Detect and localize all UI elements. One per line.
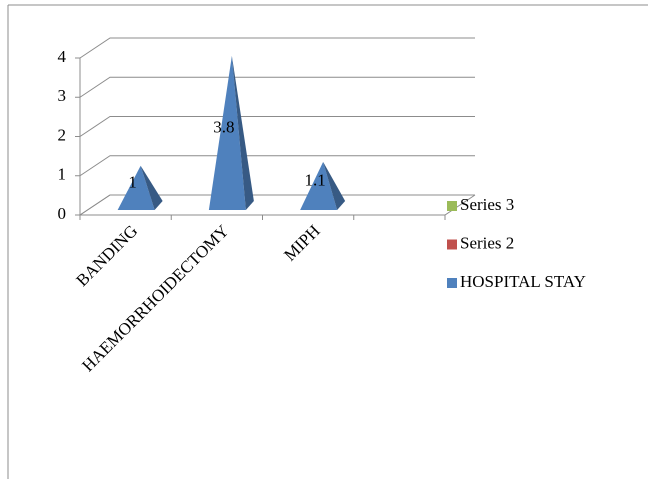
- x-tick-label: HAEMORRHOIDECTOMY: [78, 221, 232, 375]
- grid-line: [79, 76, 475, 98]
- pyramid-face: [231, 55, 254, 210]
- data-label: 1: [128, 172, 137, 191]
- pyramid-face: [323, 161, 346, 210]
- y-tick-label: 2: [58, 125, 67, 144]
- x-tick-label: BANDING: [72, 221, 141, 290]
- grid-line: [79, 155, 475, 177]
- pyramid: [208, 55, 254, 210]
- legend-label: Series 2: [460, 233, 514, 252]
- pyramid: [300, 161, 346, 210]
- grid-line: [79, 116, 475, 137]
- y-tick-label: 4: [58, 47, 67, 66]
- y-tick-label: 3: [58, 86, 67, 105]
- legend-label: Series 3: [460, 195, 514, 214]
- data-label: 1.1: [305, 170, 326, 189]
- pyramid: [117, 165, 163, 210]
- legend-label: HOSPITAL STAY: [460, 272, 586, 291]
- pyramid-face: [208, 55, 246, 210]
- grid-line: [79, 194, 475, 216]
- pyramid-face: [140, 165, 163, 210]
- legend-swatch: [447, 201, 457, 211]
- pyramid-face: [300, 161, 338, 210]
- legend-swatch: [447, 239, 457, 250]
- legend-swatch: [447, 278, 457, 288]
- grid-line: [79, 37, 475, 59]
- data-label: 3.8: [213, 117, 234, 136]
- y-tick-label: 0: [58, 204, 67, 223]
- y-tick-label: 1: [58, 165, 67, 184]
- pyramid-face: [117, 165, 155, 210]
- x-tick-label: MIPH: [280, 221, 323, 264]
